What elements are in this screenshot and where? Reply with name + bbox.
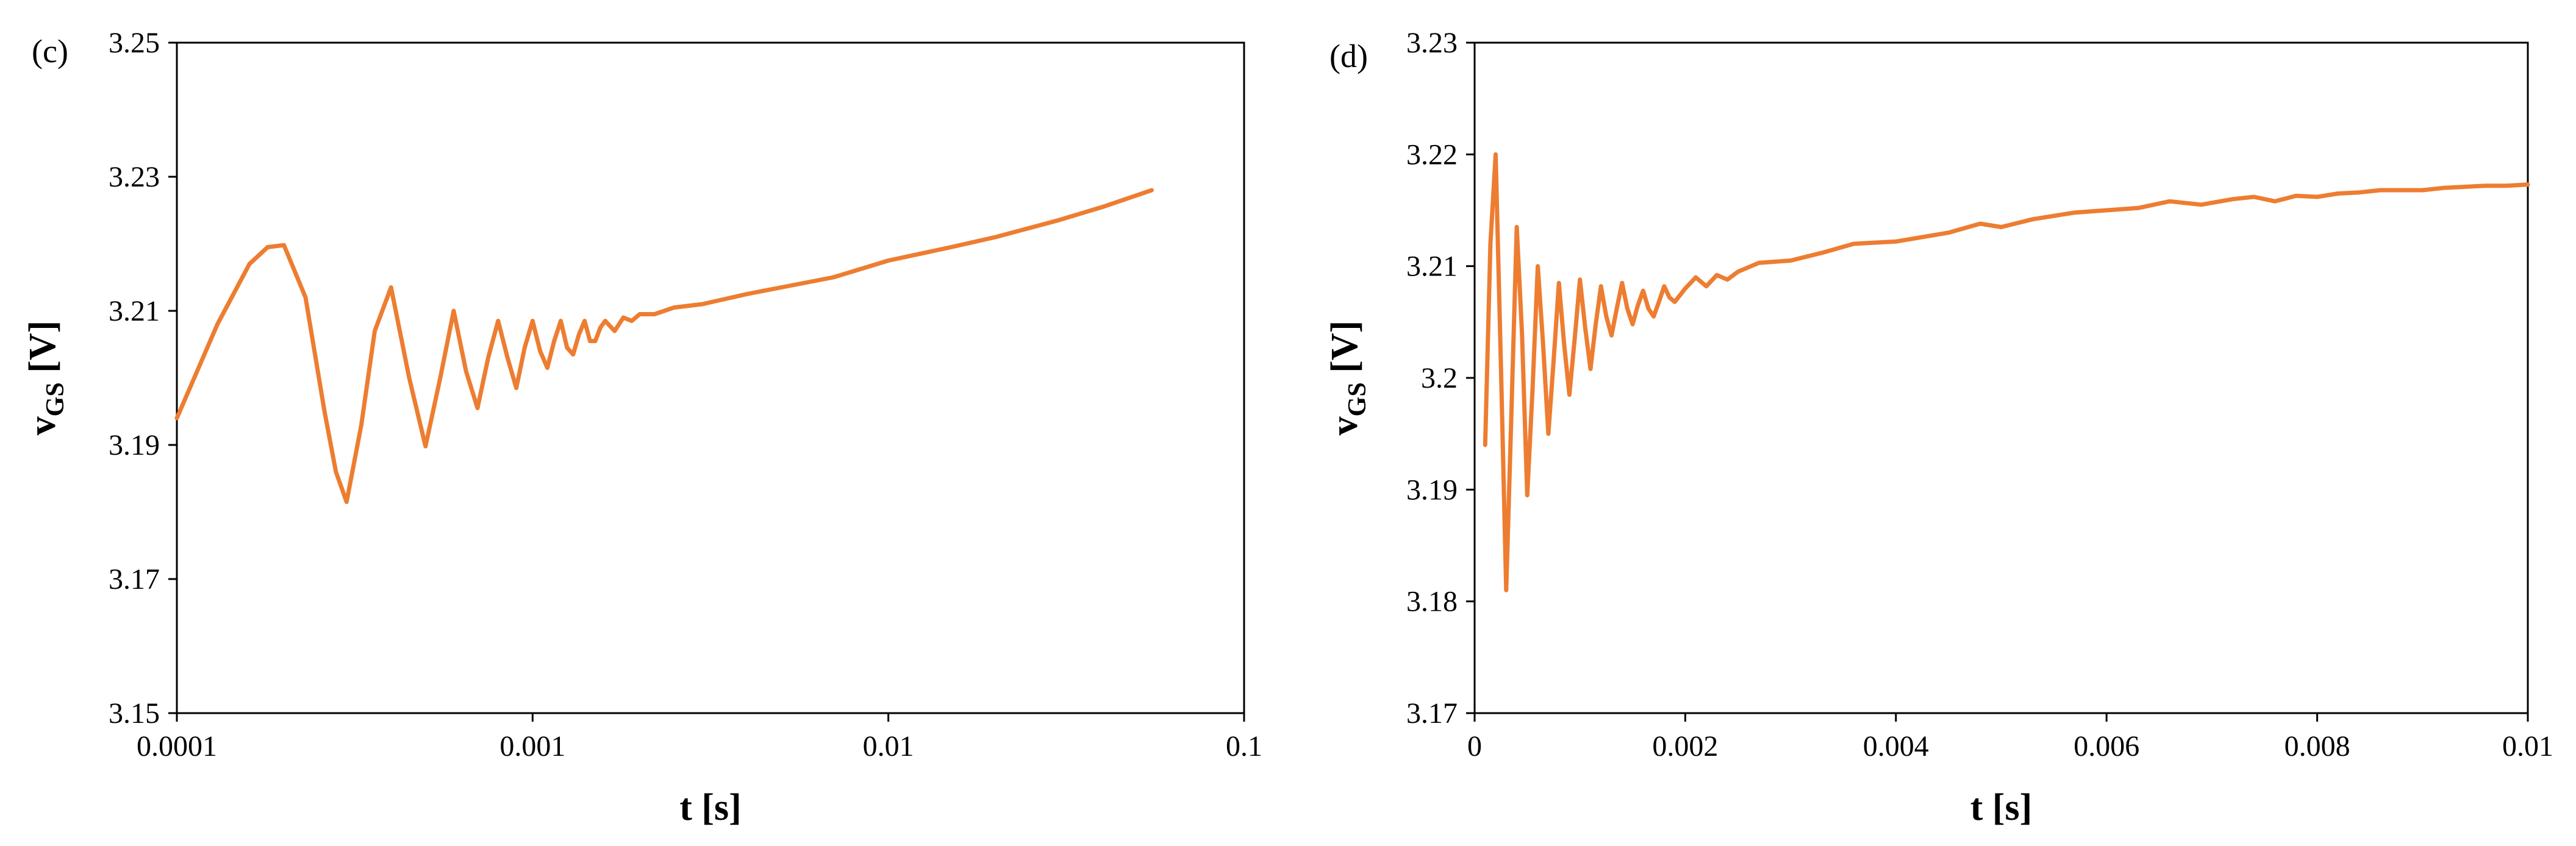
x-tick-label: 0.1 [1226,730,1262,762]
y-tick-label: 3.23 [109,161,160,193]
y-tick-label: 3.17 [1406,697,1458,730]
y-axis-title-unit: [V] [22,321,63,383]
y-tick-label: 3.22 [1406,138,1458,171]
y-tick-label: 3.23 [1406,27,1458,59]
y-axis-title: vGS [V] [22,321,70,436]
chart-panel-d: 0 0.002 0.004 0.006 0.008 0.01 3.17 3.18 3.19 3.2… [1324,27,2553,828]
x-tick-label: 0.008 [2284,730,2350,762]
x-axis-title: t [s] [1970,787,2033,828]
y-tick-label: 3.18 [1406,586,1458,618]
panel-label: (d) [1329,38,1368,74]
y-tick-label: 3.19 [1406,474,1458,506]
y-tick-label: 3.15 [109,697,160,730]
y-tick-label: 3.21 [109,295,160,327]
y-axis-title-subscript: GS [1343,382,1372,416]
y-tick-label: 3.19 [109,429,160,461]
chart-panel-c: 0.0001 0.001 0.01 0.1 3.15 3.17 3.19 3.21 3.23 3.… [22,27,1262,828]
y-tick-label: 3.2 [1421,362,1458,394]
y-tick-label: 3.17 [109,563,160,595]
series-line [174,188,1154,504]
y-axis-title-subscript: GS [41,382,70,416]
panel-label: (c) [32,33,68,69]
y-tick-label: 3.21 [1406,251,1458,283]
x-axis-title: t [s] [679,787,742,828]
y-axis-title-main: v [22,416,63,435]
plot-frame [176,41,1245,714]
y-axis-title-main: v [1324,416,1365,435]
x-tick-label: 0.01 [863,730,914,762]
x-tick-label: 0 [1467,730,1482,762]
y-axis-title: vGS [V] [1324,321,1372,436]
x-tick-label: 0.0001 [137,730,217,762]
x-tick-label: 0.004 [1863,730,1929,762]
y-tick-label: 3.25 [109,27,160,59]
x-tick-label: 0.006 [2073,730,2139,762]
x-tick-label: 0.01 [2502,730,2553,762]
y-axis-title-unit: [V] [1324,321,1365,383]
x-tick-label: 0.002 [1652,730,1718,762]
series-line [1483,152,2530,592]
x-tick-label: 0.001 [499,730,565,762]
